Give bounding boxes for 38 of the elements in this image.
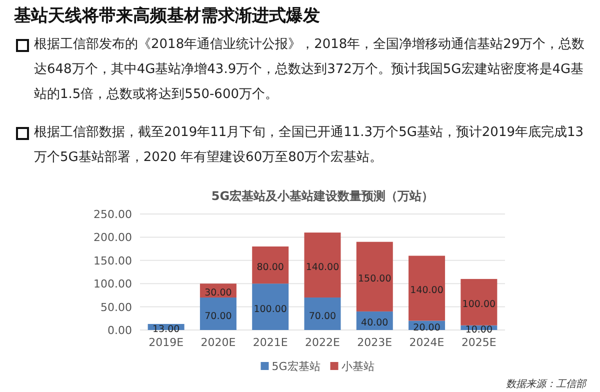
- text: 根据工信部数据，截至2019年11月下旬，全国已开通11.3万个5G基站，预计2019年底完成13万个5G基站部署，2020 年有望建设60万至80万个宏基站。: [34, 125, 584, 165]
- x-tick-label: 2024E: [409, 336, 444, 349]
- legend-label: 5G宏基站: [272, 360, 320, 373]
- data-label: 140.00: [306, 262, 340, 274]
- text: 基站天线将带来高频基材需求渐进式爆发: [14, 5, 320, 27]
- chart-title: 5G宏基站及小基站建设数量预测（万站）: [211, 189, 434, 203]
- data-label: 150.00: [358, 274, 392, 285]
- data-label: 140.00: [410, 285, 444, 296]
- x-tick-label: 2023E: [357, 336, 392, 349]
- bar: [356, 242, 393, 312]
- y-tick-label: 150.00: [94, 254, 132, 268]
- bar: [200, 298, 236, 330]
- text: 根据工信部发布的《2018年通信业统计公报》，2018年，全国净增移动通信基站29万个，总数达648万个，其中4G基站净增43.9万个，总数达到372万个。预计我国5G宏建站密度将是4G基站的1.5倍，总数或将达到550-600万个。: [34, 37, 585, 102]
- data-label: 70.00: [204, 310, 232, 322]
- x-tick-label: 2020E: [200, 336, 236, 349]
- bar: [252, 284, 289, 330]
- y-tick-label: 200.00: [94, 231, 132, 244]
- x-tick-label: 2025E: [461, 336, 496, 349]
- data-label: 80.00: [256, 262, 284, 274]
- data-label: 100.00: [462, 299, 496, 310]
- data-label: 30.00: [204, 288, 232, 299]
- y-tick-label: 50.00: [100, 300, 132, 314]
- data-label: 70.00: [308, 310, 336, 322]
- x-tick-label: 2021E: [252, 336, 288, 349]
- y-tick-label: 0.00: [108, 324, 132, 337]
- data-label: 40.00: [361, 318, 388, 329]
- bar: [252, 246, 289, 284]
- y-tick-label: 100.00: [94, 278, 132, 291]
- source-note: 数据来源：工信部: [506, 378, 586, 391]
- legend-label: 小基站: [341, 360, 374, 373]
- bar: [460, 278, 498, 326]
- y-tick-label: 250.00: [94, 208, 132, 221]
- x-tick-label: 2022E: [305, 336, 340, 349]
- bar: [408, 256, 446, 321]
- bar: [304, 232, 341, 298]
- data-label: 100.00: [254, 304, 287, 315]
- x-tick-label: 2019E: [148, 336, 184, 349]
- bar: [304, 298, 341, 330]
